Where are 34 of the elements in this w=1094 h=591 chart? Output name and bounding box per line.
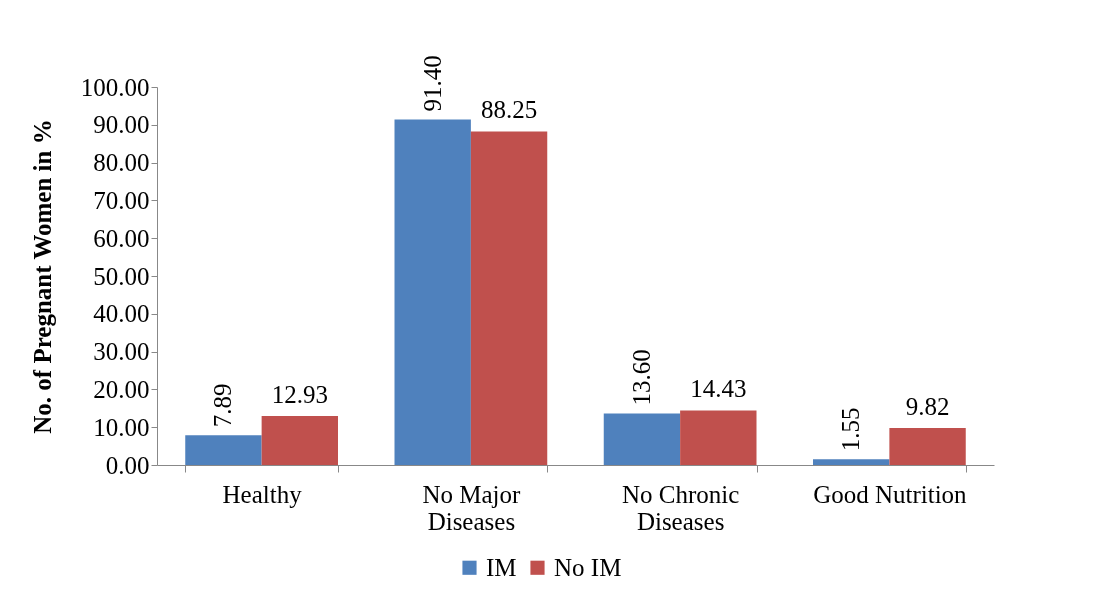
y-tick-label: 50.00 xyxy=(93,262,150,290)
data-label: 12.93 xyxy=(271,381,328,409)
y-tick-label: 30.00 xyxy=(93,338,150,366)
data-label: 1.55 xyxy=(837,407,865,452)
bar xyxy=(889,427,966,465)
data-label: 13.60 xyxy=(627,349,655,406)
y-tick-label: 20.00 xyxy=(93,375,150,403)
y-axis-title: No. of Pregnant Women in % xyxy=(28,119,56,434)
data-label: 7.89 xyxy=(209,383,237,428)
bar xyxy=(470,131,548,465)
bar xyxy=(185,435,262,465)
bar xyxy=(603,413,681,465)
bar xyxy=(394,119,471,465)
x-tick-label: Good Nutrition xyxy=(813,480,968,508)
x-tick-label: No Major Diseases xyxy=(422,480,521,535)
bar xyxy=(680,410,757,465)
data-label: 9.82 xyxy=(905,392,950,420)
data-label: 91.40 xyxy=(418,55,446,112)
data-label: 88.25 xyxy=(480,96,538,124)
y-tick-label: 40.00 xyxy=(93,300,150,328)
data-label: 14.43 xyxy=(690,375,747,403)
bar xyxy=(813,459,890,465)
x-tick-label: No Chronic Diseases xyxy=(621,480,740,535)
y-tick-label: 60.00 xyxy=(93,224,150,252)
x-tick-label: Healthy xyxy=(222,480,303,508)
y-tick-label: 90.00 xyxy=(93,111,150,139)
y-tick-label: 100.00 xyxy=(80,73,150,101)
y-tick-label: 10.00 xyxy=(93,413,150,441)
y-tick-label: 0.00 xyxy=(105,451,150,479)
legend-label: IM xyxy=(486,553,517,581)
y-tick-label: 70.00 xyxy=(93,186,150,214)
bar xyxy=(261,416,338,465)
y-tick-label: 80.00 xyxy=(93,149,150,177)
legend-label: No IM xyxy=(554,553,622,581)
